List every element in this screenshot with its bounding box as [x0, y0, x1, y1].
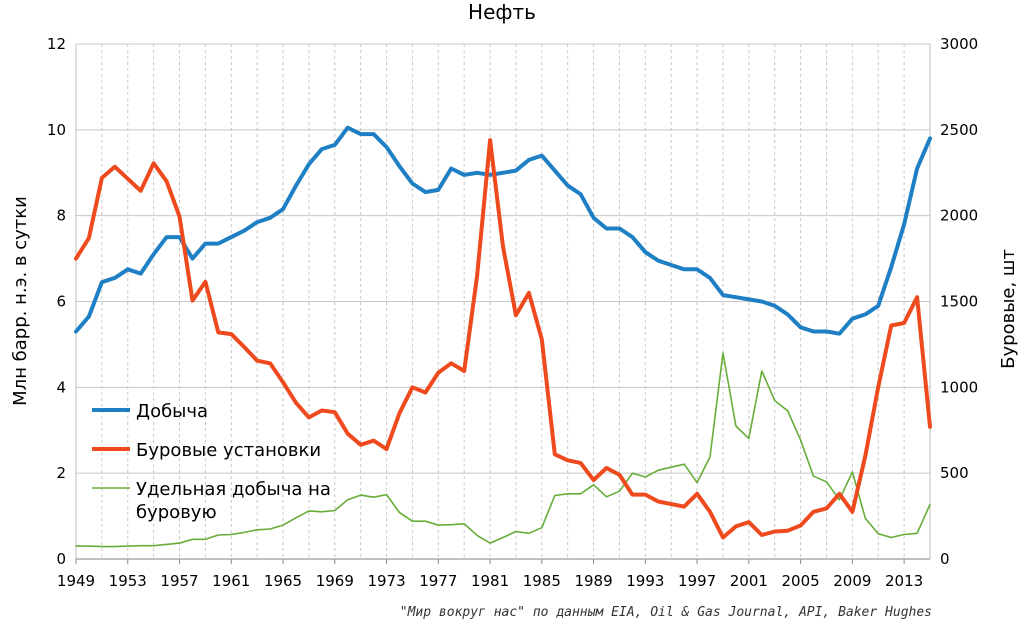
x-tick-label: 1989 [574, 572, 612, 590]
y-tick-left: 8 [56, 207, 66, 225]
x-tick-label: 1993 [626, 572, 664, 590]
x-tick-label: 2009 [833, 572, 871, 590]
legend-label-rigs: Буровые установки [136, 440, 321, 461]
series-lines [74, 125, 932, 548]
y-tick-right: 2000 [940, 207, 978, 225]
x-tick-label: 1949 [57, 572, 95, 590]
x-tick-label: 1985 [523, 572, 561, 590]
x-tick-label: 1965 [264, 572, 302, 590]
y-tick-left: 6 [56, 293, 66, 311]
y-tick-right: 1000 [940, 378, 978, 396]
y-tick-right: 0 [940, 550, 950, 568]
y-tick-left: 4 [56, 378, 66, 396]
x-tick-label: 1977 [419, 572, 457, 590]
legend: Добыча Буровые установки Удельная добыча… [92, 401, 337, 523]
x-tick-label: 1973 [367, 572, 405, 590]
y-tick-left: 2 [56, 464, 66, 482]
x-tick-label: 1957 [160, 572, 198, 590]
legend-label-production: Добыча [136, 401, 208, 422]
x-tick-label: 2013 [885, 572, 923, 590]
x-tick-label: 1961 [212, 572, 250, 590]
series-line-per-rig [75, 352, 931, 548]
x-tick-label: 1981 [471, 572, 509, 590]
grid [75, 43, 931, 560]
y-tick-left: 0 [56, 550, 66, 568]
legend-label-per-rig: Удельная добыча на буровую [136, 479, 337, 523]
x-tick-label: 2001 [730, 572, 768, 590]
x-tick-label: 1953 [109, 572, 147, 590]
tick-labels: 0 2 4 6 8 10 12 0 500 1000 1500 2000 2500 3000 1949 195… [47, 35, 978, 590]
y-tick-right: 2500 [940, 121, 978, 139]
series-line-rigs [74, 138, 932, 540]
y-tick-left: 12 [47, 35, 66, 53]
y-tick-left: 10 [47, 121, 66, 139]
right-axis-label: Буровые, шт [998, 249, 1019, 369]
x-tick-label: 1997 [678, 572, 716, 590]
y-tick-right: 500 [940, 464, 969, 482]
x-tick-label: 1969 [316, 572, 354, 590]
left-axis-label: Млн барр. н.э. в сутки [10, 196, 31, 406]
series-line-production [74, 125, 932, 336]
chart-title: Нефть [468, 0, 536, 24]
source-note: "Мир вокруг нас" по данным EIA, Oil & Ga… [400, 605, 932, 620]
y-tick-right: 3000 [940, 35, 978, 53]
y-tick-right: 1500 [940, 293, 978, 311]
x-tick-label: 2005 [782, 572, 820, 590]
axes [75, 44, 931, 564]
